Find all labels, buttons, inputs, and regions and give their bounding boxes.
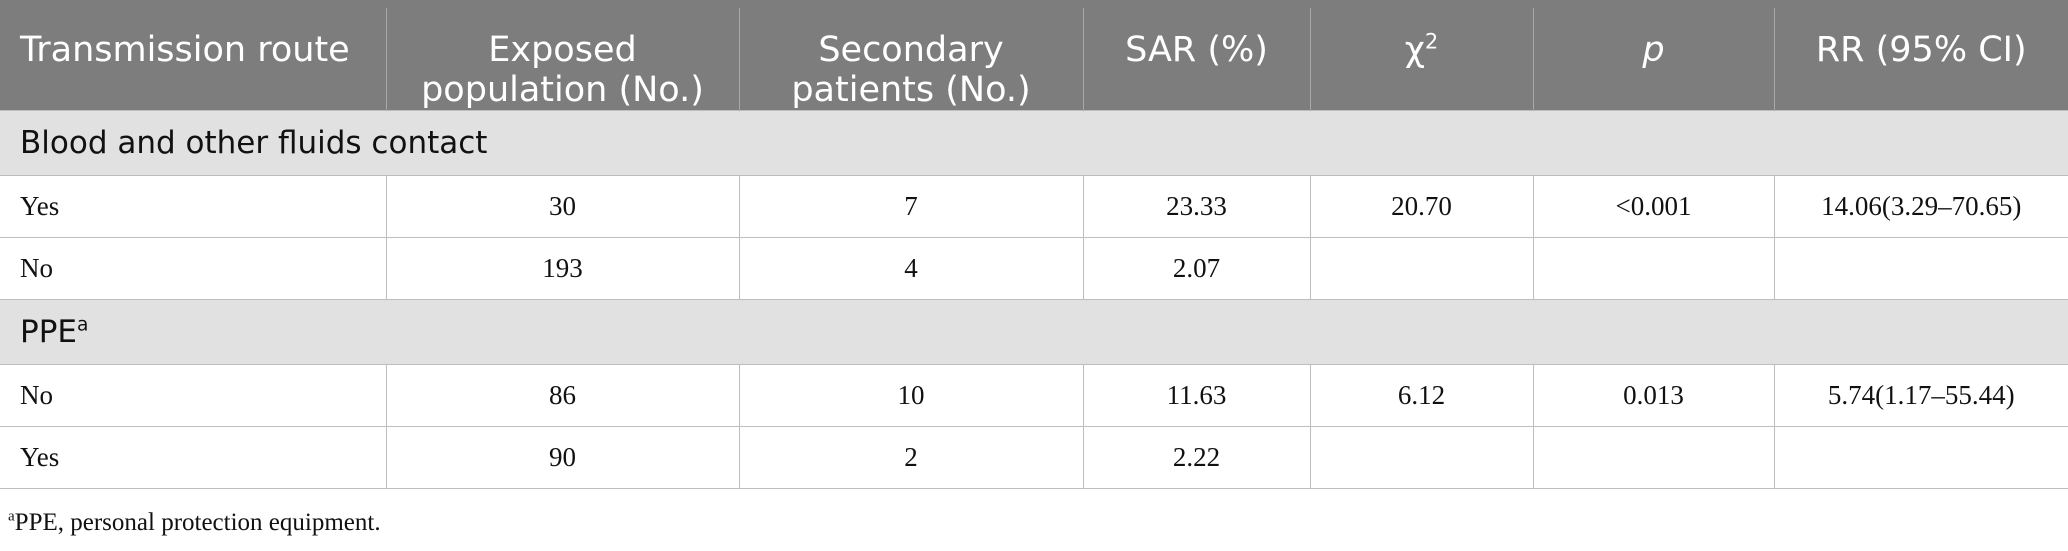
- cell-secondary: 7: [738, 175, 1084, 238]
- header-transmission-route: Transmission route: [0, 0, 386, 111]
- cell-exposed: 86: [385, 364, 740, 427]
- transmission-table: Transmission route Exposed population (No…: [0, 0, 2068, 489]
- table-footnote: aPPE, personal protection equipment.: [8, 509, 381, 537]
- section-title: PPEa: [0, 299, 2068, 365]
- cell-rr: 14.06(3.29–70.65): [1773, 175, 2068, 238]
- cell-p: [1532, 426, 1775, 489]
- cell-exposed: 90: [385, 426, 740, 489]
- cell-chi2: 20.70: [1309, 175, 1534, 238]
- header-secondary-patients: Secondary patients (No.): [738, 0, 1083, 111]
- cell-sar: 11.63: [1082, 364, 1311, 427]
- table-row: No 193 4 2.07: [0, 237, 2068, 300]
- header-sar: SAR (%): [1082, 0, 1310, 111]
- cell-sar: 2.07: [1082, 237, 1311, 300]
- cell-secondary: 4: [738, 237, 1084, 300]
- cell-sar: 2.22: [1082, 426, 1311, 489]
- cell-rr: [1773, 426, 2068, 489]
- table-row: No 86 10 11.63 6.12 0.013 5.74(1.17–55.4…: [0, 364, 2068, 427]
- cell-route: No: [0, 364, 387, 427]
- cell-secondary: 2: [738, 426, 1084, 489]
- table-row: Yes 90 2 2.22: [0, 426, 2068, 489]
- cell-rr: [1773, 237, 2068, 300]
- section-row-blood-fluids: Blood and other fluids contact: [0, 110, 2068, 176]
- cell-secondary: 10: [738, 364, 1084, 427]
- section-row-ppe: PPEa: [0, 299, 2068, 365]
- cell-sar: 23.33: [1082, 175, 1311, 238]
- cell-chi2: 6.12: [1309, 364, 1534, 427]
- footnote-marker: a: [8, 508, 15, 525]
- cell-chi2: [1309, 426, 1534, 489]
- cell-route: No: [0, 237, 387, 300]
- cell-exposed: 193: [385, 237, 740, 300]
- header-chi-square: χ2: [1309, 0, 1533, 111]
- header-p-value: p: [1532, 0, 1774, 111]
- cell-route: Yes: [0, 426, 387, 489]
- cell-exposed: 30: [385, 175, 740, 238]
- header-rr-ci: RR (95% CI): [1773, 0, 2068, 111]
- cell-chi2: [1309, 237, 1534, 300]
- cell-p: [1532, 237, 1775, 300]
- section-title: Blood and other fluids contact: [0, 110, 2068, 176]
- cell-route: Yes: [0, 175, 387, 238]
- header-exposed-population: Exposed population (No.): [385, 0, 739, 111]
- table-container: Transmission route Exposed population (No…: [0, 0, 2068, 489]
- cell-p: 0.013: [1532, 364, 1775, 427]
- cell-rr: 5.74(1.17–55.44): [1773, 364, 2068, 427]
- table-row: Yes 30 7 23.33 20.70 <0.001 14.06(3.29–7…: [0, 175, 2068, 238]
- header-row: Transmission route Exposed population (No…: [0, 0, 2068, 111]
- footnote-text: PPE, personal protection equipment.: [14, 509, 381, 536]
- cell-p: <0.001: [1532, 175, 1775, 238]
